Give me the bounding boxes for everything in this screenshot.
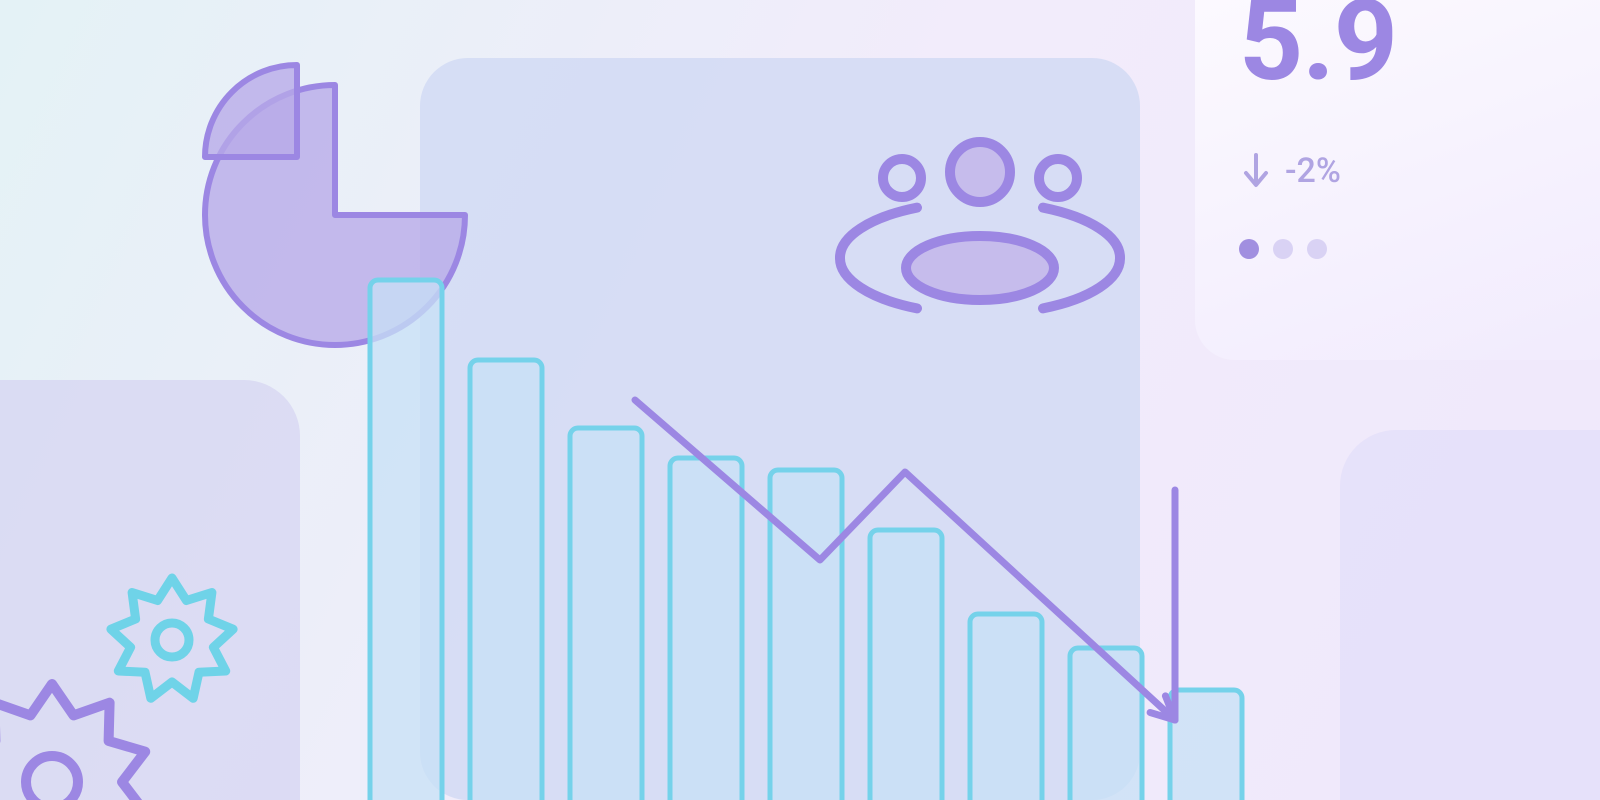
stat-card: 5.9 -2%	[1195, 0, 1600, 360]
stat-value: 5.9	[1239, 0, 1591, 107]
stat-delta: -2%	[1239, 151, 1591, 191]
pager-dot	[1307, 239, 1327, 259]
gears-icon	[0, 578, 233, 800]
stat-delta-label: -2%	[1285, 151, 1341, 191]
people-group-icon	[840, 142, 1120, 308]
pager-dot	[1239, 239, 1259, 259]
pager-dots	[1239, 239, 1591, 259]
arrow-down-icon	[1239, 151, 1273, 191]
bar-chart	[370, 280, 1242, 800]
pager-dot	[1273, 239, 1293, 259]
